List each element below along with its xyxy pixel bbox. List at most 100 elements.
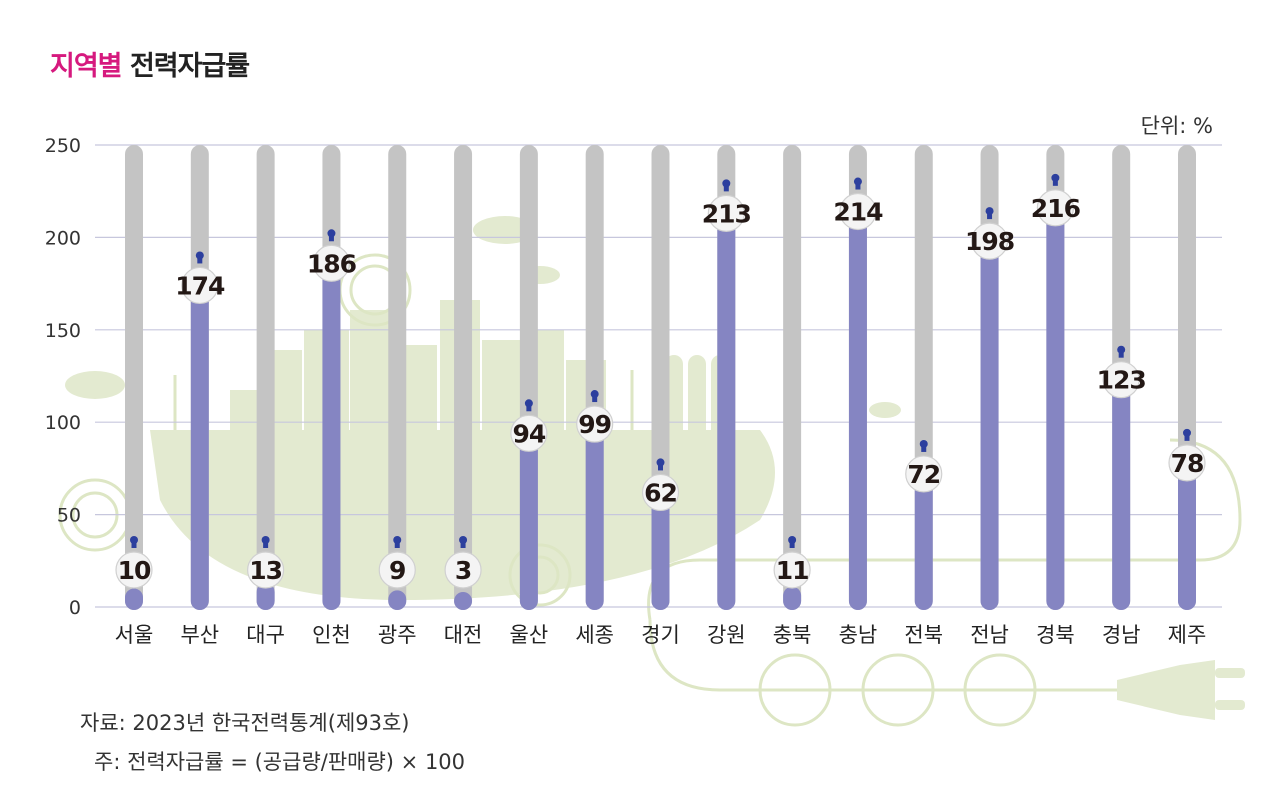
- bar: [585, 424, 604, 610]
- y-tick-label: 0: [69, 597, 81, 619]
- data-label: 11: [776, 556, 809, 585]
- data-label: 62: [644, 478, 677, 507]
- data-label: 123: [1097, 366, 1146, 395]
- bar-track: [388, 145, 407, 610]
- lightbulb-icon: [261, 536, 270, 548]
- data-label: 9: [389, 556, 405, 585]
- data-label: 186: [307, 249, 357, 278]
- x-tick-label: 강원: [707, 623, 746, 647]
- value-marker: [641, 473, 680, 512]
- lightbulb-icon: [1183, 428, 1191, 441]
- lightbulb-icon: [524, 399, 533, 412]
- lightbulb-icon: [788, 536, 797, 548]
- value-marker: [312, 244, 351, 282]
- unit-label: 단위: %: [1140, 114, 1213, 138]
- x-tick-label: 경북: [1036, 623, 1075, 647]
- lightbulb-icon: [130, 536, 138, 548]
- bar: [454, 592, 473, 610]
- bar: [980, 241, 999, 610]
- lightbulb-icon: [985, 207, 994, 220]
- y-tick-label: 150: [45, 320, 81, 342]
- bar: [1112, 379, 1131, 610]
- x-tick-label: 서울: [115, 623, 154, 647]
- bar: [388, 590, 407, 610]
- bar-track: [125, 145, 143, 610]
- x-tick-label: 경기: [641, 623, 680, 647]
- value-marker: [181, 266, 219, 305]
- data-label: 13: [249, 556, 282, 585]
- data-label: 198: [965, 227, 1014, 256]
- value-marker: [707, 194, 745, 232]
- value-marker: [247, 551, 285, 589]
- x-tick-label: 인천: [312, 623, 351, 647]
- value-marker: [970, 222, 1009, 260]
- value-marker: [1102, 361, 1140, 399]
- data-label: 78: [1171, 449, 1204, 478]
- lightbulb-icon: [656, 458, 665, 471]
- value-marker: [773, 551, 811, 589]
- lightbulb-icon: [327, 229, 336, 242]
- value-marker: [444, 551, 482, 589]
- data-label: 213: [702, 199, 751, 228]
- data-label: 216: [1031, 194, 1081, 223]
- source-note: 자료: 2023년 한국전력통계(제93호): [80, 711, 410, 735]
- data-label: 72: [907, 460, 940, 489]
- x-tick-label: 부산: [180, 623, 219, 647]
- x-tick-label: 충남: [839, 623, 878, 647]
- bar: [190, 285, 209, 610]
- x-tick-label: 제주: [1168, 623, 1207, 647]
- value-marker: [576, 405, 614, 443]
- y-tick-label: 200: [45, 227, 81, 249]
- bar: [717, 213, 736, 610]
- bar: [914, 473, 933, 610]
- lightbulb-icon: [1051, 173, 1060, 186]
- data-label: 174: [175, 271, 225, 300]
- data-label: 3: [455, 556, 471, 585]
- bar-track: [454, 145, 473, 610]
- data-label: 214: [833, 198, 883, 227]
- value-marker: [115, 551, 153, 589]
- x-tick-label: 대전: [444, 623, 483, 647]
- lightbulb-icon: [393, 536, 402, 548]
- value-marker: [1168, 444, 1206, 482]
- bar-track: [783, 145, 802, 610]
- x-tick-label: 충북: [773, 623, 812, 647]
- bar: [322, 263, 341, 610]
- bar: [256, 582, 275, 610]
- lightbulb-icon: [590, 390, 599, 403]
- x-tick-label: 광주: [378, 623, 417, 647]
- y-tick-label: 250: [45, 135, 81, 157]
- x-tick-label: 울산: [510, 623, 549, 647]
- value-marker: [839, 192, 877, 231]
- lightbulb-icon: [919, 439, 928, 452]
- bar: [783, 586, 802, 610]
- x-tick-label: 세종: [575, 623, 614, 647]
- bar: [125, 588, 143, 610]
- bar-track: [256, 145, 275, 610]
- x-tick-label: 경남: [1102, 623, 1141, 647]
- chart-title-highlight: 지역별: [50, 51, 123, 82]
- value-marker: [905, 455, 943, 493]
- bar: [1178, 462, 1196, 610]
- lightbulb-icon: [459, 536, 468, 548]
- data-label: 99: [578, 410, 611, 439]
- value-marker: [378, 551, 416, 589]
- data-label: 10: [118, 556, 151, 585]
- bar: [651, 492, 670, 610]
- x-tick-label: 대구: [246, 623, 285, 647]
- value-marker: [1036, 189, 1074, 227]
- lightbulb-icon: [853, 177, 862, 190]
- y-tick-label: 50: [57, 505, 81, 527]
- bar: [848, 211, 867, 610]
- data-label: 94: [512, 419, 545, 448]
- bar: [1046, 207, 1065, 610]
- lightbulb-icon: [1117, 345, 1126, 358]
- bar: [519, 433, 538, 610]
- formula-note: 주: 전력자급률 = (공급량/판매량) × 100: [94, 750, 466, 774]
- y-tick-label: 100: [45, 412, 81, 434]
- x-tick-label: 전북: [904, 623, 943, 647]
- lightbulb-icon: [722, 179, 731, 192]
- x-tick-label: 전남: [970, 623, 1009, 647]
- chart-title: 지역별 전력자급률: [50, 44, 250, 83]
